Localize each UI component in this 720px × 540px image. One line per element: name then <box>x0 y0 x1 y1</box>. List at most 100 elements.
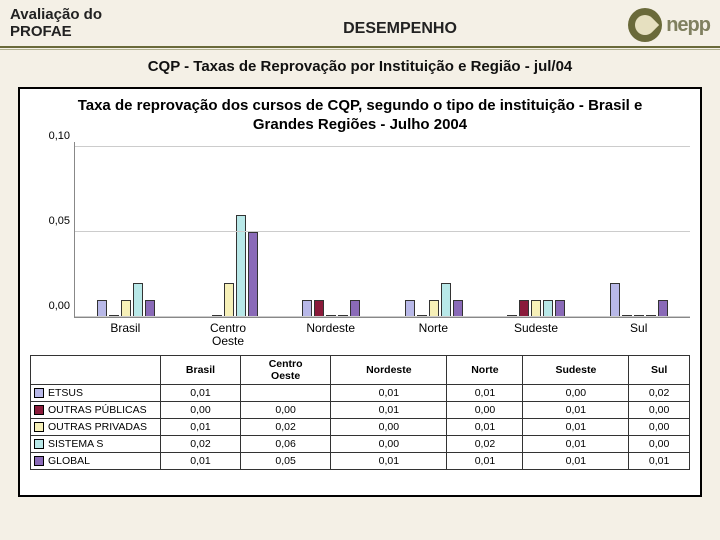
table-cell: 0,01 <box>161 452 241 469</box>
table-cell: 0,00 <box>629 418 690 435</box>
table-col-header: Sudeste <box>523 355 629 384</box>
bar-group <box>485 142 588 317</box>
table-row-label: SISTEMA S <box>31 435 161 452</box>
bar <box>543 300 553 317</box>
ytick-label: 0,00 <box>49 300 70 312</box>
chart-xaxis: BrasilCentroOesteNordesteNorteSudesteSul <box>20 322 700 348</box>
table-cell: 0,00 <box>161 401 241 418</box>
bar <box>302 300 312 317</box>
gridline <box>75 231 690 232</box>
table-cell: 0,01 <box>161 384 241 401</box>
table-cell: 0,01 <box>523 418 629 435</box>
table-cell: 0,02 <box>447 435 523 452</box>
table-cell: 0,01 <box>331 452 447 469</box>
xlabel: Sudeste <box>485 322 588 348</box>
bar <box>314 300 324 317</box>
bar-group <box>280 142 383 317</box>
table-cell: 0,01 <box>523 452 629 469</box>
chart-plot <box>74 142 690 318</box>
table-cell: 0,05 <box>241 452 331 469</box>
header-left-line1: Avaliação do <box>10 6 200 23</box>
bar <box>441 283 451 317</box>
header: Avaliação do PROFAE DESEMPENHO nepp <box>0 0 720 42</box>
logo-icon <box>628 8 662 42</box>
table-cell: 0,01 <box>331 401 447 418</box>
bar-group <box>75 142 178 317</box>
table-row: ETSUS0,010,010,010,000,02 <box>31 384 690 401</box>
table-row: SISTEMA S0,020,060,000,020,010,00 <box>31 435 690 452</box>
table-corner <box>31 355 161 384</box>
table-cell: 0,00 <box>629 435 690 452</box>
legend-swatch <box>34 422 44 432</box>
bar-group <box>383 142 486 317</box>
bar <box>555 300 565 317</box>
table-cell: 0,00 <box>629 401 690 418</box>
bar <box>97 300 107 317</box>
table-cell: 0,00 <box>523 384 629 401</box>
table-cell: 0,01 <box>447 452 523 469</box>
xlabel: Sul <box>587 322 690 348</box>
header-left-line2: PROFAE <box>10 23 200 40</box>
table-cell: 0,00 <box>447 401 523 418</box>
chart-data-table: BrasilCentroOesteNordesteNorteSudesteSul… <box>30 355 690 470</box>
table-row-label: OUTRAS PRIVADAS <box>31 418 161 435</box>
table-cell: 0,01 <box>447 418 523 435</box>
table-cell: 0,02 <box>241 418 331 435</box>
bar <box>519 300 529 317</box>
xlabel: CentroOeste <box>177 322 280 348</box>
logo-text: nepp <box>666 14 710 37</box>
bar <box>145 300 155 317</box>
ytick-label: 0,10 <box>49 130 70 142</box>
legend-swatch <box>34 388 44 398</box>
table-cell: 0,00 <box>241 401 331 418</box>
legend-swatch <box>34 439 44 449</box>
bar <box>610 283 620 317</box>
table-cell: 0,06 <box>241 435 331 452</box>
gridline <box>75 316 690 317</box>
bar <box>658 300 668 317</box>
table-cell: 0,01 <box>161 418 241 435</box>
bar <box>224 283 234 317</box>
divider-bottom <box>0 49 720 50</box>
table-cell: 0,01 <box>523 401 629 418</box>
ytick-label: 0,05 <box>49 215 70 227</box>
legend-swatch <box>34 456 44 466</box>
table-cell: 0,02 <box>161 435 241 452</box>
table-col-header: Sul <box>629 355 690 384</box>
table-cell: 0,02 <box>629 384 690 401</box>
header-center-title: DESEMPENHO <box>200 20 600 38</box>
xlabel: Brasil <box>74 322 177 348</box>
table-cell: 0,00 <box>331 435 447 452</box>
table-row: OUTRAS PÚBLICAS0,000,000,010,000,010,00 <box>31 401 690 418</box>
xlabel: Nordeste <box>279 322 382 348</box>
bar <box>531 300 541 317</box>
chart-yaxis: 0,000,050,10 <box>30 142 74 318</box>
table-cell: 0,01 <box>331 384 447 401</box>
header-left: Avaliação do PROFAE <box>10 6 200 41</box>
table-header-row: BrasilCentroOesteNordesteNorteSudesteSul <box>31 355 690 384</box>
bar <box>429 300 439 317</box>
table-row-label: ETSUS <box>31 384 161 401</box>
divider-top <box>0 46 720 48</box>
table-cell: 0,01 <box>447 384 523 401</box>
table-cell: 0,01 <box>629 452 690 469</box>
bar-group <box>588 142 691 317</box>
bar <box>405 300 415 317</box>
table-cell: 0,01 <box>523 435 629 452</box>
chart-plot-wrap: 0,000,050,10 <box>20 138 700 318</box>
table-row: OUTRAS PRIVADAS0,010,020,000,010,010,00 <box>31 418 690 435</box>
table-row-label: GLOBAL <box>31 452 161 469</box>
page-subtitle: CQP - Taxas de Reprovação por Instituiçã… <box>0 56 720 83</box>
chart-title: Taxa de reprovação dos cursos de CQP, se… <box>20 89 700 139</box>
header-logo: nepp <box>600 6 710 42</box>
table-cell <box>241 384 331 401</box>
table-row-label: OUTRAS PÚBLICAS <box>31 401 161 418</box>
table-cell: 0,00 <box>331 418 447 435</box>
bar <box>453 300 463 317</box>
bar <box>133 283 143 317</box>
legend-swatch <box>34 405 44 415</box>
chart-container: Taxa de reprovação dos cursos de CQP, se… <box>18 87 702 497</box>
gridline <box>75 146 690 147</box>
bar <box>121 300 131 317</box>
table-col-header: Brasil <box>161 355 241 384</box>
